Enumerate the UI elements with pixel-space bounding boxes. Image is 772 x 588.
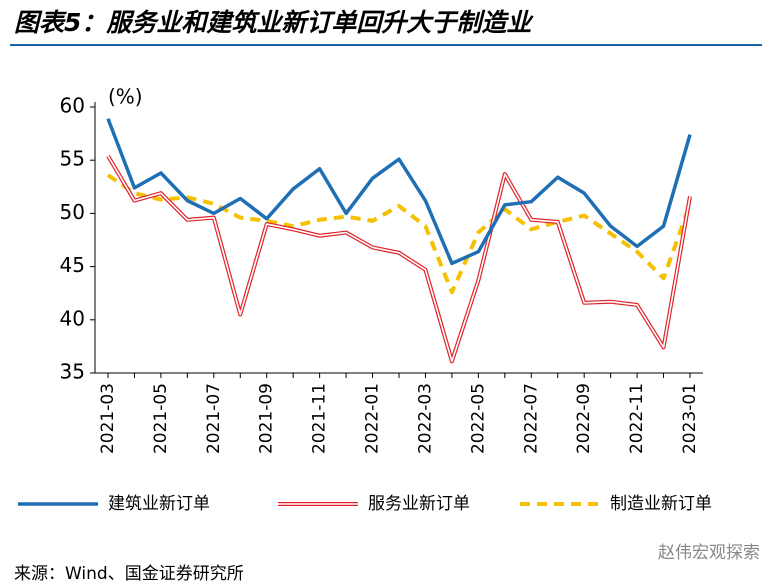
x-tick-label: 2021-03 [98, 383, 118, 454]
x-tick-label: 2022-09 [574, 383, 594, 454]
x-tick-label: 2021-09 [257, 383, 277, 454]
source-note: 来源：Wind、国金证券研究所 [14, 564, 244, 584]
x-tick-label: 2021-07 [204, 383, 224, 454]
x-tick-label: 2023-01 [680, 383, 700, 454]
series-line [106, 154, 692, 364]
x-tick-label: 2022-03 [415, 383, 435, 454]
legend-label: 服务业新订单 [368, 494, 470, 514]
y-tick-label: 35 [60, 360, 85, 384]
y-axis-label: (%) [108, 85, 143, 109]
y-tick-label: 45 [60, 253, 85, 277]
series-line [106, 118, 692, 266]
x-tick-label: 2021-11 [310, 383, 330, 454]
legend-label: 制造业新订单 [610, 494, 712, 514]
series-line [106, 173, 692, 295]
x-tick-label: 2022-11 [627, 383, 647, 454]
x-tick-label: 2022-05 [468, 383, 488, 454]
x-tick-label: 2022-07 [521, 383, 541, 454]
y-tick-label: 55 [60, 147, 85, 171]
y-tick-label: 40 [60, 306, 85, 330]
y-tick-label: 50 [60, 200, 85, 224]
x-tick-label: 2021-05 [151, 383, 171, 454]
series-line [107, 155, 691, 363]
x-tick-label: 2022-01 [363, 383, 383, 454]
legend-label: 建筑业新订单 [108, 494, 210, 514]
y-tick-label: 60 [60, 94, 85, 118]
watermark: 赵伟宏观探索 [658, 543, 760, 563]
chart-title: 图表5：服务业和建筑业新订单回升大于制造业 [14, 8, 534, 37]
